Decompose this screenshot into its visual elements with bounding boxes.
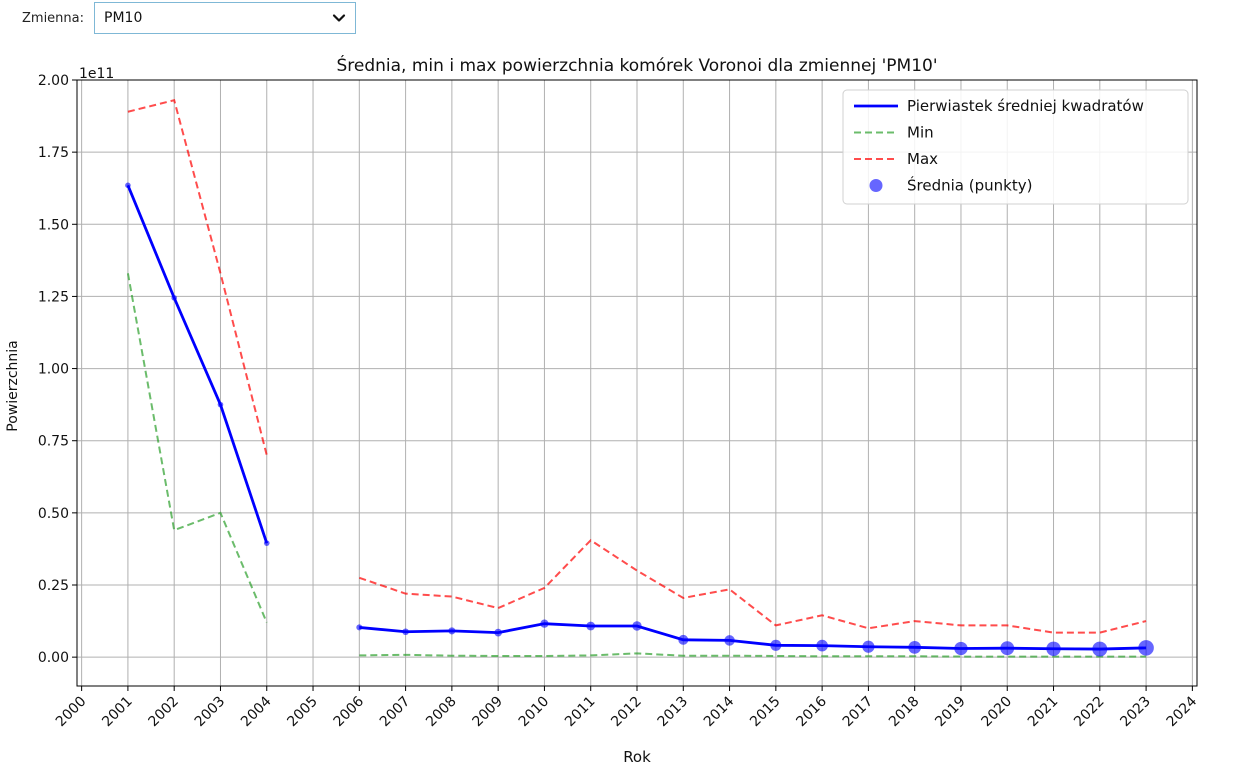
mean-point (908, 640, 922, 654)
x-tick-label: 2000 (53, 694, 90, 731)
mean-point (632, 621, 642, 631)
legend-label: Min (907, 124, 934, 142)
mean-point (125, 182, 131, 189)
series-0 (126, 184, 1147, 651)
mean-point (678, 634, 689, 645)
variable-selector: Zmienna: PM10 (22, 1, 357, 35)
variable-dropdown[interactable]: PM10 (94, 2, 357, 34)
x-tick-label: 2006 (331, 693, 368, 730)
mean-point (448, 627, 456, 635)
grid (77, 79, 1197, 686)
series-3 (125, 182, 1154, 657)
legend-label: Pierwiastek średniej kwadratów (907, 97, 1144, 115)
x-tick-label: 2024 (1164, 693, 1201, 730)
x-tick-label: 2018 (886, 694, 923, 731)
mean-point (816, 639, 828, 652)
x-tick-label: 2013 (655, 694, 692, 731)
y-tick-label: 2.00 (38, 73, 69, 89)
mean-point (954, 641, 968, 656)
variable-label: Zmienna: (22, 10, 85, 26)
legend-label: Max (907, 150, 938, 168)
legend: Pierwiastek średniej kwadratów Min Max Śred… (842, 89, 1189, 205)
legend-label: Średnia (punkty) (907, 176, 1032, 195)
chevron-down-icon (332, 14, 346, 22)
min-line (359, 652, 1147, 658)
x-tick-label: 2017 (840, 694, 877, 731)
mean-point (1046, 641, 1061, 656)
x-tick-label: 2009 (469, 694, 506, 731)
y-tick-label: 1.50 (38, 217, 69, 233)
y-offset-label: 1e11 (79, 66, 114, 82)
x-tick-label: 2016 (793, 693, 830, 730)
mean-point (171, 295, 177, 301)
x-tick-label: 2010 (516, 694, 553, 731)
max-line (127, 98, 268, 456)
mean-point (1138, 640, 1154, 656)
mean-point (217, 401, 224, 408)
x-tick-label: 2008 (423, 694, 460, 731)
x-tick-label: 2003 (192, 694, 229, 731)
series-2 (127, 98, 1147, 634)
x-tick-label: 2007 (377, 694, 414, 731)
variable-dropdown-value: PM10 (104, 10, 143, 26)
y-tick-label: 0.50 (38, 506, 69, 522)
mean-point (1092, 641, 1108, 657)
y-tick-label: 1.25 (38, 289, 69, 305)
y-tick-label: 0.25 (38, 578, 69, 594)
x-tick-label: 2014 (701, 693, 738, 730)
plot-frame (76, 79, 1198, 687)
mean-point (724, 635, 735, 646)
mean-point (494, 628, 502, 637)
x-tick-label: 2015 (747, 694, 784, 731)
mean-point (770, 639, 782, 651)
x-tick-label: 2012 (608, 694, 645, 731)
y-tick-label: 1.75 (38, 145, 69, 161)
rms-line (126, 184, 269, 544)
x-tick-label: 2001 (99, 694, 136, 731)
x-tick-label: 2023 (1117, 694, 1154, 731)
y-tick-label: 0.00 (38, 650, 69, 666)
x-axis-label: Rok (623, 748, 651, 766)
mean-point (263, 540, 270, 546)
y-tick-label: 0.75 (38, 434, 69, 450)
legend-box (842, 89, 1189, 205)
x-tick-label: 2005 (284, 694, 321, 731)
mean-point (540, 619, 549, 628)
mean-point (402, 628, 409, 636)
chart-title: Średnia, min i max powierzchnia komórek … (336, 54, 937, 76)
x-tick-label: 2020 (979, 694, 1016, 731)
series (125, 98, 1154, 658)
x-tick-label: 2022 (1071, 694, 1108, 731)
mean-point (862, 640, 875, 653)
x-tick-label: 2011 (562, 694, 599, 731)
min-line (126, 273, 268, 623)
y-tick-label: 1.00 (38, 362, 69, 378)
x-tick-label: 2004 (238, 693, 275, 730)
rms-line (359, 622, 1147, 651)
y-axis-label: Powierzchnia (5, 340, 21, 431)
mean-point (586, 621, 596, 631)
x-tick-label: 2002 (146, 694, 183, 731)
x-tick-label: 2019 (932, 694, 969, 731)
x-tick-label: 2021 (1025, 694, 1062, 731)
legend-marker (869, 179, 883, 192)
mean-point (356, 624, 363, 631)
mean-point (1000, 641, 1015, 656)
series-1 (126, 273, 1147, 658)
max-line (358, 538, 1147, 634)
